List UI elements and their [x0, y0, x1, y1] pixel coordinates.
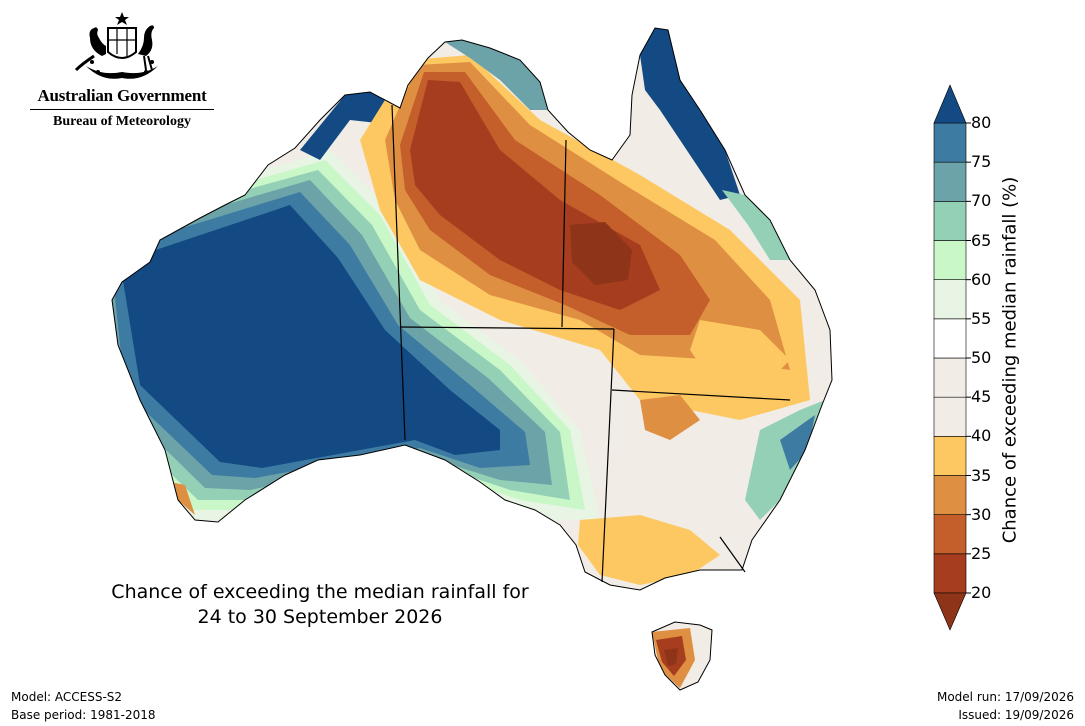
model-run-date: Model run: 17/09/2026 — [936, 690, 1074, 704]
colorbar-over-arrow — [933, 84, 967, 124]
map-title-line2: 24 to 30 September 2026 — [197, 606, 443, 628]
bureau-name: Bureau of Meteorology — [53, 114, 191, 129]
government-name: Australian Government — [37, 86, 207, 105]
colorbar-band — [933, 553, 967, 594]
footer-left: Model: ACCESS-S2 Base period: 1981-2018 — [11, 688, 156, 724]
colorbar-tick-label: 55 — [971, 308, 992, 328]
colorbar-tick-label: 35 — [971, 465, 992, 485]
colorbar-band — [933, 240, 967, 280]
colorbar-band — [933, 357, 967, 398]
colorbar-tick-label: 80 — [971, 113, 992, 132]
colorbar-band — [933, 514, 967, 555]
colorbar-tick-label: 30 — [971, 504, 992, 524]
government-logo: Australian Government Bureau of Meteorol… — [24, 10, 220, 130]
colorbar-under-arrow — [933, 592, 967, 631]
tasmania-outline — [651, 621, 713, 691]
colorbar-tick-label: 60 — [971, 269, 992, 289]
colorbar-tick-label: 65 — [971, 230, 992, 250]
model-name: Model: ACCESS-S2 — [11, 690, 123, 704]
state-boundaries — [391, 104, 791, 583]
colorbar-tick-label: 45 — [971, 387, 992, 407]
colorbar-band — [933, 161, 967, 202]
colorbar-tick-label: 25 — [971, 543, 992, 563]
map-title: Chance of exceeding the median rainfall … — [70, 580, 570, 630]
logo-divider — [30, 109, 214, 110]
colorbar-band — [933, 201, 967, 241]
colorbar-tick-label: 50 — [971, 348, 992, 367]
colorbar-band — [933, 436, 967, 476]
footer-right: Model run: 17/09/2026 Issued: 19/09/2026 — [937, 688, 1074, 724]
map-title-line1: Chance of exceeding the median rainfall … — [111, 581, 529, 603]
issued-date: Issued: 19/09/2026 — [958, 708, 1074, 722]
colorbar-tick-label: 20 — [971, 583, 992, 602]
colorbar-band — [933, 279, 967, 320]
mainland-outline — [111, 27, 833, 591]
base-period: Base period: 1981-2018 — [11, 708, 156, 722]
colorbar-band — [933, 122, 967, 163]
coat-of-arms-icon — [74, 12, 158, 79]
colorbar-tick-label: 70 — [971, 191, 992, 211]
colorbar-tick-label: 40 — [971, 426, 992, 446]
colorbar-band — [933, 318, 967, 359]
colorbar-band — [933, 475, 967, 515]
colorbar — [933, 84, 971, 631]
colorbar-title: Chance of exceeding median rainfall (%) — [999, 176, 1021, 544]
colorbar-tick-label: 75 — [971, 152, 992, 172]
colorbar-band — [933, 396, 967, 437]
